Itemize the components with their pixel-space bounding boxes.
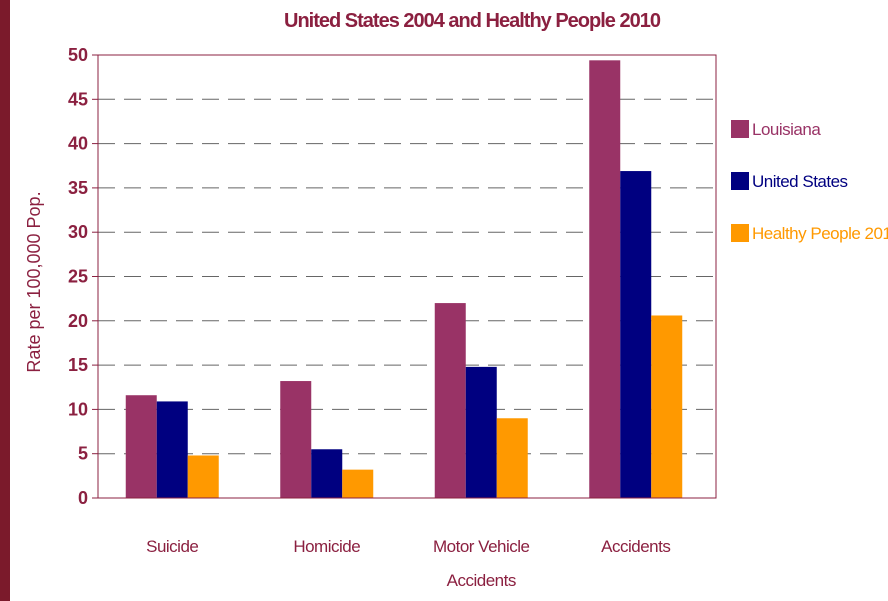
chart-title: United States 2004 and Healthy People 20… xyxy=(284,10,661,32)
x-category-label: Accidents xyxy=(601,537,670,556)
bar-healthy-people-2010-0 xyxy=(187,455,219,498)
y-tick-label: 0 xyxy=(78,488,88,508)
x-axis-labels: Suicide Homicide Motor Vehicle Accidents Acc… xyxy=(146,537,671,590)
x-category-label: Suicide xyxy=(146,537,198,556)
y-tick-label: 50 xyxy=(68,45,88,65)
bar-united-states-2 xyxy=(465,366,497,498)
y-tick-label: 10 xyxy=(68,399,88,419)
bar-louisiana-0 xyxy=(125,395,157,498)
bars xyxy=(125,60,683,499)
left-border xyxy=(0,0,10,601)
legend-label: Louisiana xyxy=(752,120,821,139)
y-tick-label: 20 xyxy=(68,311,88,331)
bar-louisiana-3 xyxy=(589,60,621,498)
legend-swatch xyxy=(731,120,749,138)
y-tick-label: 45 xyxy=(68,89,88,109)
bar-united-states-0 xyxy=(156,401,188,498)
legend-label: United States xyxy=(752,172,848,191)
y-tick-label: 40 xyxy=(68,134,88,154)
bar-healthy-people-2010-3 xyxy=(651,315,683,498)
y-tick-label: 15 xyxy=(68,355,88,375)
x-category-label: Motor Vehicle xyxy=(433,537,530,556)
legend-label: Healthy People 2010 xyxy=(752,224,888,243)
bar-healthy-people-2010-1 xyxy=(342,469,374,498)
bar-louisiana-1 xyxy=(280,381,312,498)
y-tick-label: 35 xyxy=(68,178,88,198)
bar-united-states-1 xyxy=(311,449,343,498)
y-tick-label: 5 xyxy=(78,444,88,464)
legend-swatch xyxy=(731,172,749,190)
y-tick-label: 25 xyxy=(68,267,88,287)
y-tick-label: 30 xyxy=(68,222,88,242)
bar-healthy-people-2010-2 xyxy=(496,418,528,498)
y-axis-ticks: 0 5 10 15 20 25 30 35 40 45 50 xyxy=(68,45,98,508)
bar-united-states-3 xyxy=(620,171,652,499)
x-category-label: Accidents xyxy=(447,571,516,590)
y-axis-label: Rate per 100,000 Pop. xyxy=(24,191,44,372)
legend: Louisiana United States Healthy People 201… xyxy=(731,120,888,243)
legend-swatch xyxy=(731,224,749,242)
bar-louisiana-2 xyxy=(434,303,466,498)
x-category-label: Homicide xyxy=(293,537,360,556)
